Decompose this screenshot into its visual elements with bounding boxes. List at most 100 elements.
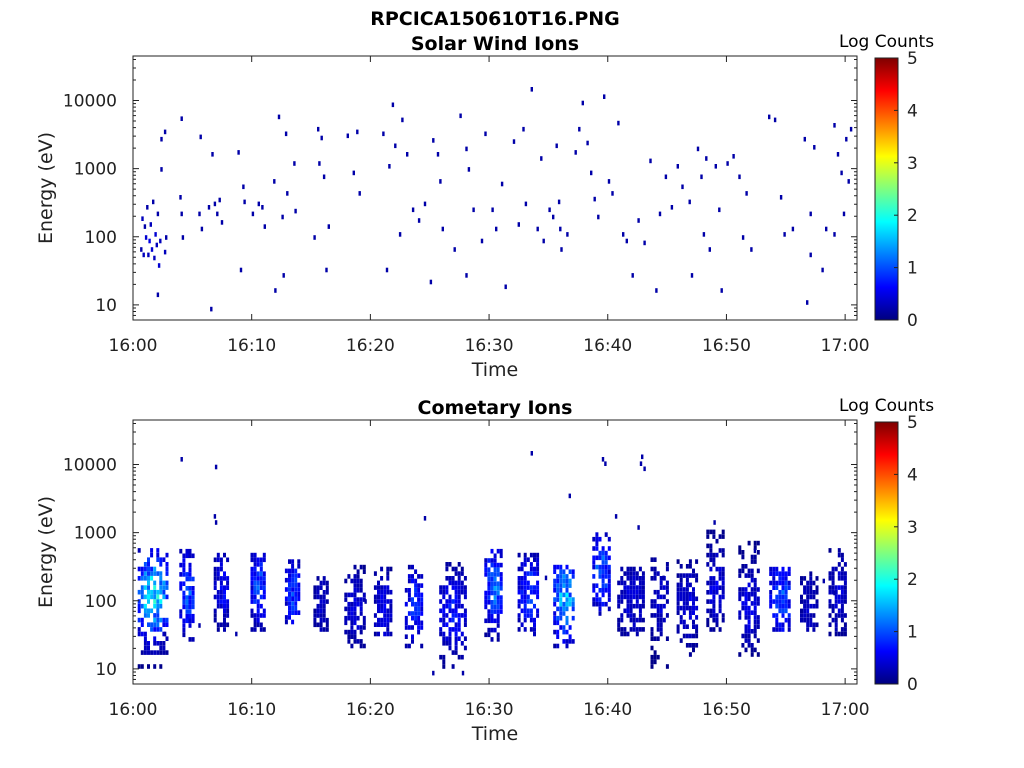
data-cell bbox=[256, 590, 260, 595]
data-point bbox=[791, 226, 795, 232]
data-cell bbox=[386, 566, 390, 572]
data-cell bbox=[253, 627, 257, 632]
data-cell bbox=[288, 559, 291, 564]
plot-area bbox=[133, 420, 857, 684]
data-cell bbox=[350, 643, 354, 649]
data-cell bbox=[769, 590, 773, 595]
data-point bbox=[530, 451, 533, 456]
data-cell bbox=[359, 597, 363, 602]
data-cell bbox=[709, 566, 713, 572]
data-cell bbox=[635, 599, 639, 604]
data-cell bbox=[147, 599, 150, 604]
data-cell bbox=[656, 654, 660, 660]
data-cell bbox=[629, 576, 633, 581]
data-cell bbox=[294, 587, 298, 592]
data-cell bbox=[256, 599, 260, 604]
data-cell bbox=[653, 654, 657, 660]
data-cell bbox=[143, 603, 147, 609]
data-point bbox=[849, 126, 853, 132]
data-cell bbox=[747, 624, 751, 629]
data-point bbox=[845, 136, 848, 142]
data-cell bbox=[407, 588, 411, 593]
data-cell bbox=[353, 634, 357, 639]
data-cell bbox=[517, 585, 521, 590]
data-cell bbox=[353, 639, 357, 644]
data-cell bbox=[386, 576, 390, 581]
data-cell bbox=[784, 617, 788, 623]
data-cell bbox=[165, 562, 169, 567]
data-cell bbox=[457, 599, 461, 604]
data-point bbox=[542, 238, 545, 244]
data-cell bbox=[623, 627, 627, 632]
data-cell bbox=[769, 580, 773, 586]
data-cell bbox=[216, 599, 220, 604]
data-cell bbox=[529, 552, 533, 558]
data-cell bbox=[445, 576, 449, 581]
data-cell bbox=[679, 638, 683, 643]
data-cell bbox=[297, 564, 301, 569]
data-cell bbox=[692, 647, 695, 653]
data-cell bbox=[721, 571, 725, 576]
x-tick-label: 16:20 bbox=[346, 336, 395, 356]
data-cell bbox=[781, 585, 785, 590]
data-cell bbox=[417, 606, 421, 612]
data-cell bbox=[182, 604, 186, 610]
data-cell bbox=[499, 576, 503, 582]
data-cell bbox=[626, 576, 630, 581]
data-cell bbox=[499, 548, 503, 554]
data-cell bbox=[344, 606, 348, 612]
data-cell bbox=[188, 576, 192, 582]
data-cell bbox=[812, 590, 816, 595]
data-cell bbox=[162, 585, 166, 590]
data-cell bbox=[744, 624, 748, 629]
data-cell bbox=[448, 627, 452, 632]
data-cell bbox=[319, 613, 323, 618]
data-cell bbox=[373, 613, 377, 618]
data-cell bbox=[159, 641, 163, 646]
data-cell bbox=[179, 548, 183, 554]
colorbar-tick-label: 4 bbox=[907, 465, 918, 485]
data-cell bbox=[448, 599, 452, 604]
data-cell bbox=[688, 605, 692, 611]
data-cell bbox=[656, 608, 660, 614]
data-cell bbox=[493, 627, 497, 633]
data-cell bbox=[325, 617, 329, 623]
x-tick-label: 16:30 bbox=[465, 700, 514, 720]
data-cell bbox=[688, 564, 692, 569]
x-tick-label: 16:40 bbox=[583, 700, 632, 720]
data-cell bbox=[457, 594, 461, 600]
data-cell bbox=[837, 599, 841, 604]
data-cell bbox=[162, 617, 166, 623]
data-cell bbox=[653, 636, 657, 641]
data-cell bbox=[460, 585, 464, 590]
data-cell bbox=[386, 627, 390, 632]
data-cell bbox=[259, 603, 263, 609]
data-cell bbox=[407, 643, 411, 649]
data-cell bbox=[294, 605, 298, 611]
data-cell bbox=[414, 569, 418, 574]
data-cell bbox=[787, 627, 791, 632]
data-cell bbox=[156, 594, 160, 600]
data-cell bbox=[420, 606, 424, 612]
data-cell bbox=[650, 664, 654, 669]
data-point bbox=[318, 161, 321, 166]
data-cell bbox=[738, 652, 742, 657]
data-cell bbox=[417, 620, 421, 626]
data-cell bbox=[162, 589, 166, 595]
data-cell bbox=[442, 594, 446, 600]
data-cell bbox=[607, 606, 611, 612]
data-cell bbox=[638, 617, 642, 623]
data-cell bbox=[411, 634, 414, 639]
data-cell bbox=[741, 605, 745, 611]
data-cell bbox=[487, 576, 491, 582]
data-cell bbox=[562, 569, 566, 574]
data-cell bbox=[250, 627, 254, 632]
data-cell bbox=[445, 599, 449, 604]
data-cell bbox=[592, 597, 596, 602]
data-cell bbox=[417, 615, 421, 621]
data-cell bbox=[226, 608, 230, 614]
data-cell bbox=[843, 622, 847, 627]
data-cell bbox=[656, 594, 660, 600]
data-cell bbox=[165, 571, 169, 576]
data-cell bbox=[679, 587, 683, 592]
